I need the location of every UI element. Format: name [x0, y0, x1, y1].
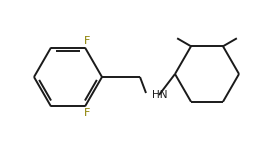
Text: F: F [84, 36, 90, 46]
Text: F: F [84, 108, 90, 118]
Text: HN: HN [152, 90, 167, 100]
